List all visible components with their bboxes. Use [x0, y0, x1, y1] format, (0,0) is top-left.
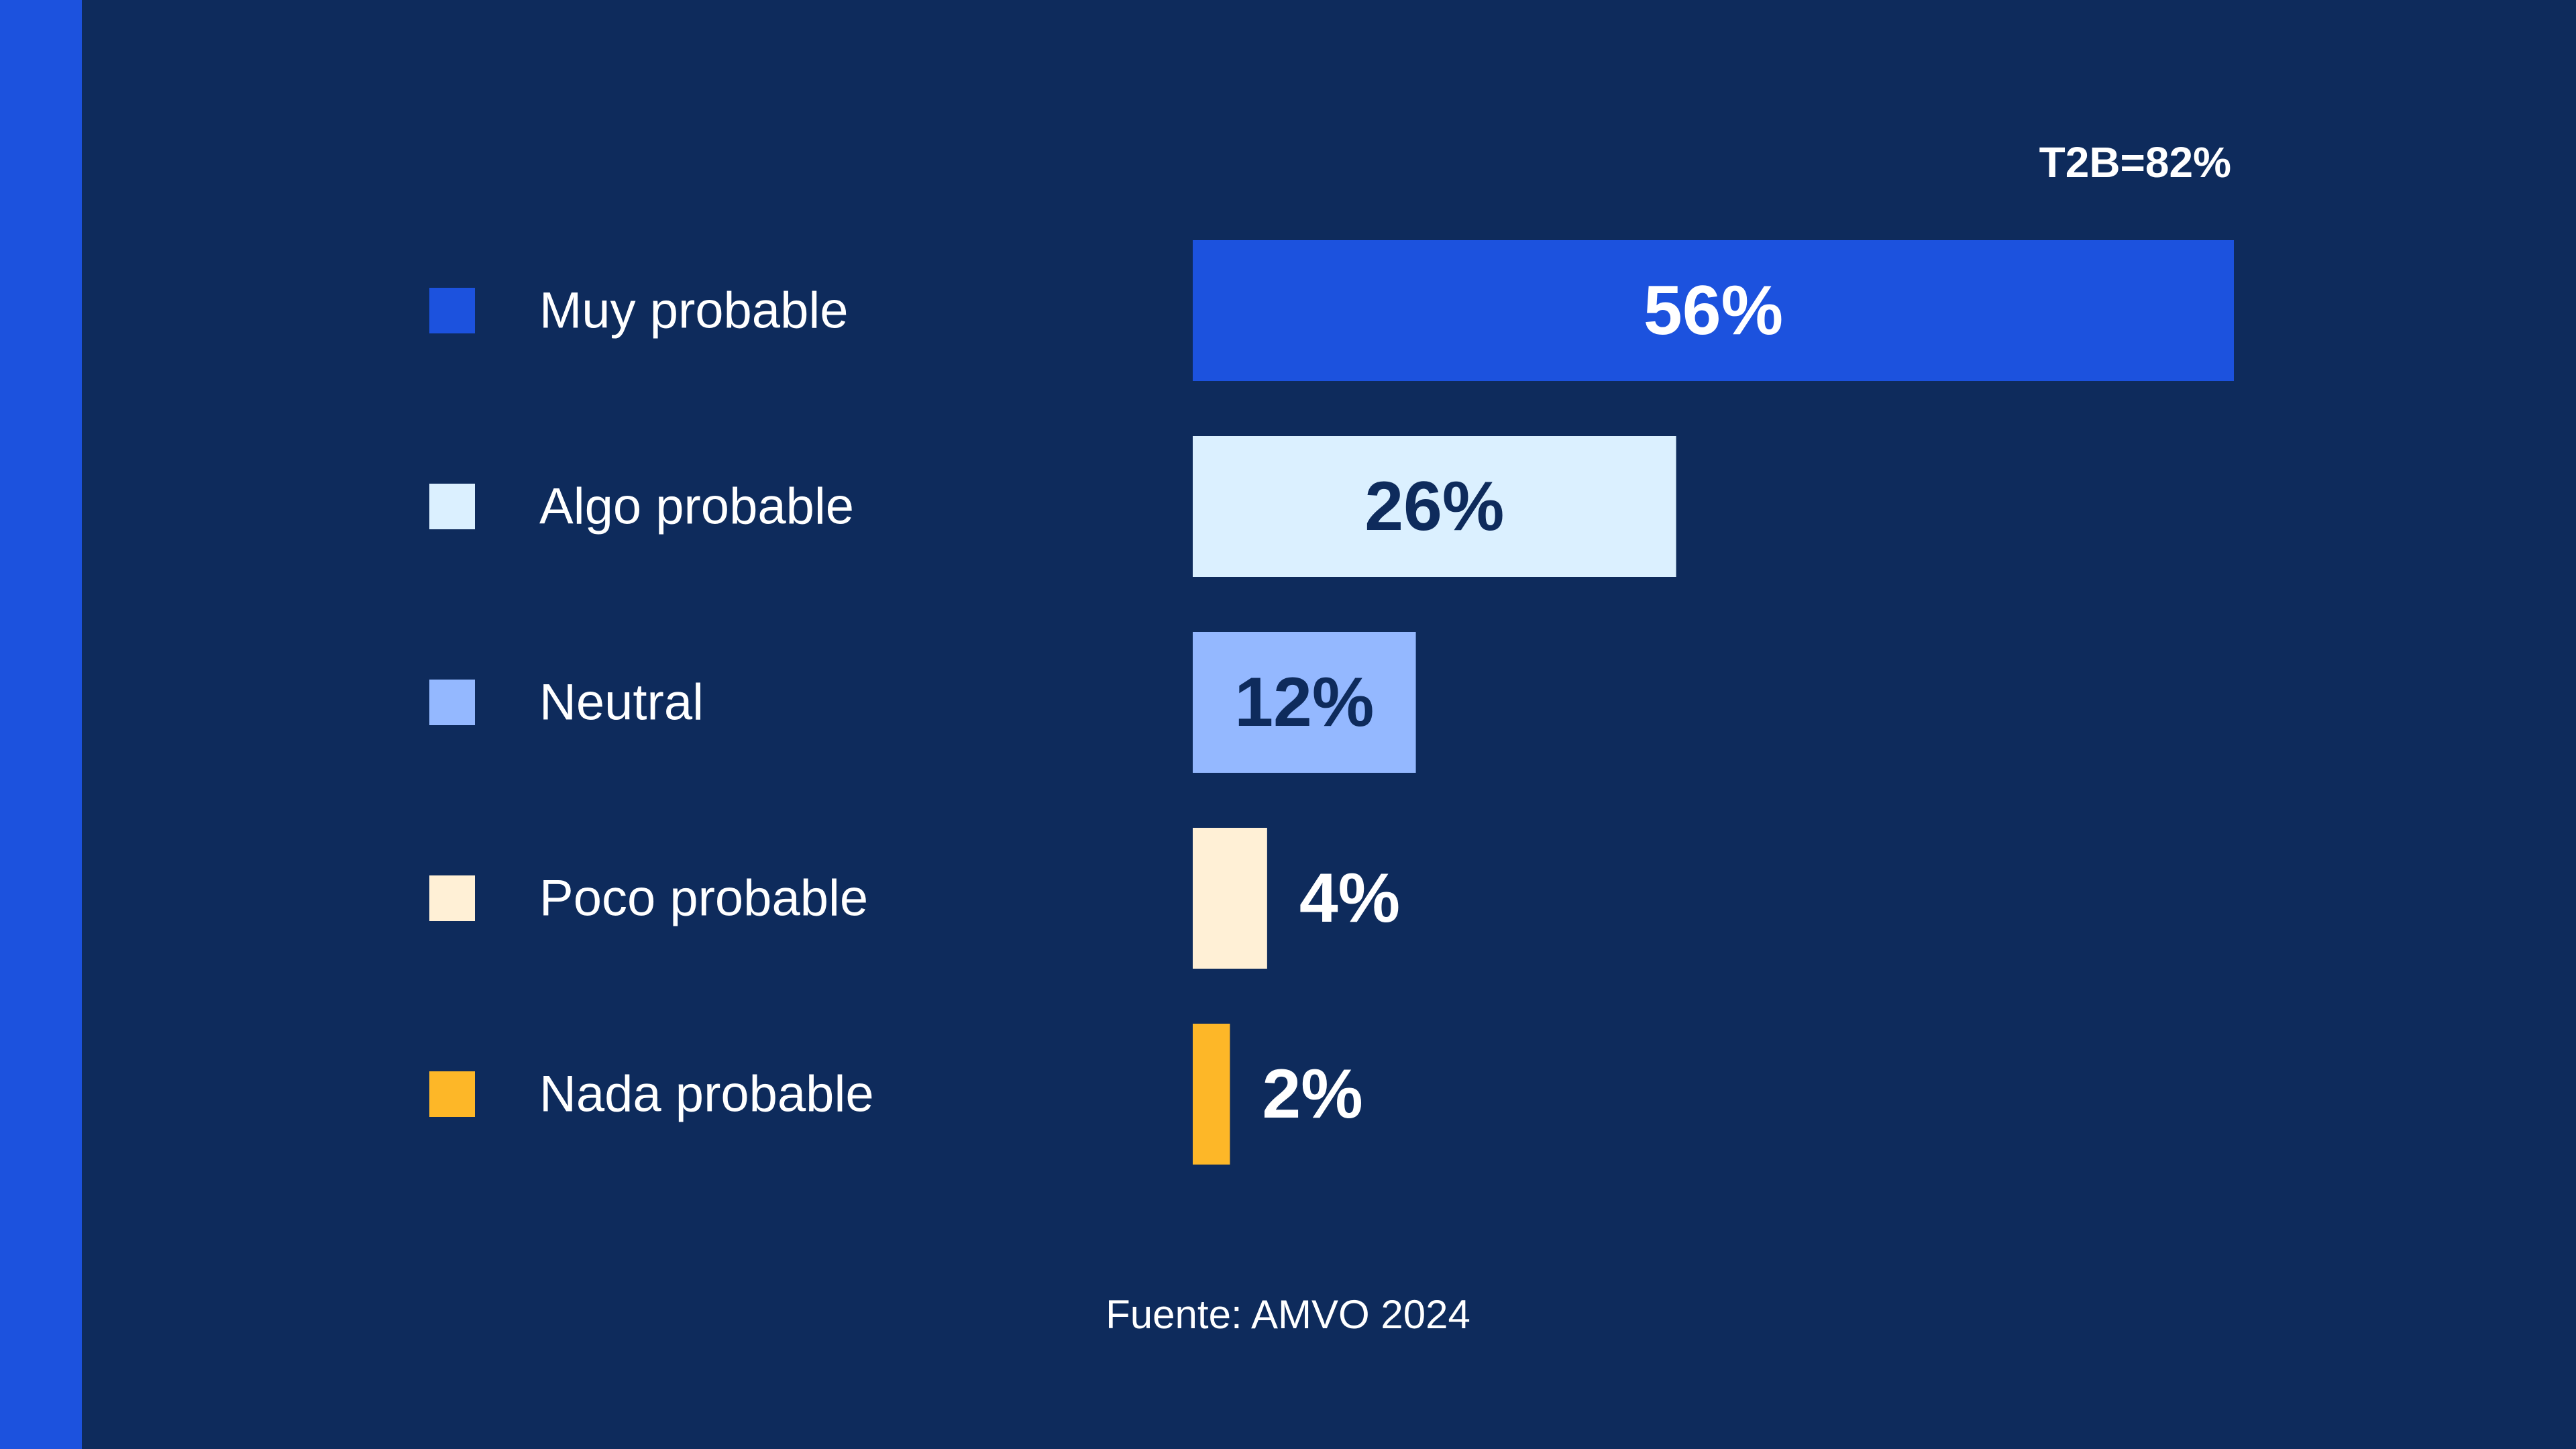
data-label: 2% [1262, 1055, 1362, 1133]
category-label: Algo probable [539, 478, 854, 535]
legend-swatch [429, 875, 475, 921]
data-label: 12% [1234, 663, 1374, 741]
category-label: Muy probable [539, 282, 849, 339]
t2b-annotation: T2B=82% [2039, 138, 2231, 186]
data-label: 26% [1364, 468, 1504, 545]
category-label: Neutral [539, 674, 704, 731]
legend-swatch [429, 288, 475, 333]
bar [1193, 828, 1267, 969]
legend-swatch [429, 484, 475, 529]
bar [1193, 1024, 1230, 1165]
category-label: Nada probable [539, 1066, 874, 1123]
legend-swatch [429, 1071, 475, 1117]
bar [1193, 436, 1676, 577]
left-accent-bar [0, 0, 82, 1449]
category-label: Poco probable [539, 870, 868, 927]
bar [1193, 240, 2234, 381]
data-label: 4% [1299, 859, 1400, 937]
source-note: Fuente: AMVO 2024 [1106, 1292, 1470, 1337]
data-label: 56% [1644, 272, 1783, 350]
bar [1193, 632, 1416, 773]
legend-swatch [429, 680, 475, 725]
chart-rows: Muy probable 56% Algo probable 26% Neutral 12… [429, 240, 2234, 1165]
